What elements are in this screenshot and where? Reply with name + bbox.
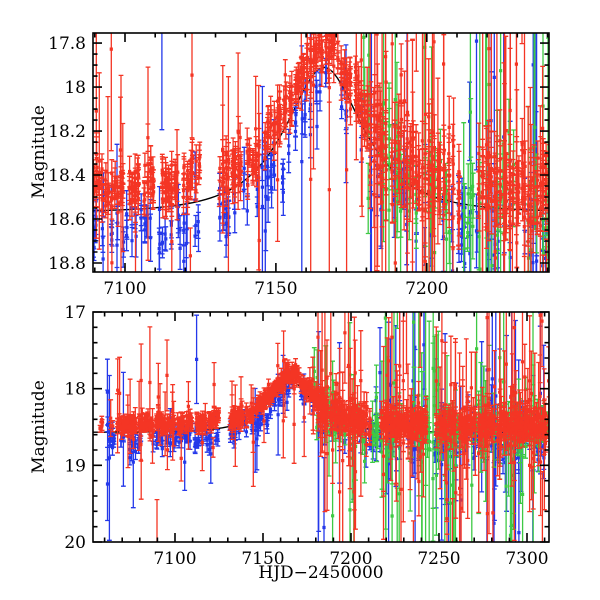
y-tick-label: 18.6 [48,210,86,230]
panel-bottom-axes: 7100 7150 7200 7250 7300 17 18 19 20 [64,303,550,569]
bottom-panel-y-axis-title: Magnitude [29,380,49,474]
panel-top-data [93,33,549,272]
red-series-points [93,33,549,272]
x-tick-label: 7200 [329,549,372,569]
y-tick-label: 18.8 [48,254,86,274]
x-tick-label: 7150 [241,549,284,569]
blue-series-error-bars [93,33,549,272]
x-tick-label: 7100 [103,279,146,299]
x-tick-label: 7200 [405,279,448,299]
y-tick-label: 19 [64,456,86,476]
panel-top: 7100 7150 7200 17.8 18 18.2 18.4 18.6 18.8 [48,32,550,299]
x-tick-label: 7150 [254,279,297,299]
panel-bottom-data [93,312,549,542]
x-tick-label: 7100 [153,549,196,569]
panel-top-axes: 7100 7150 7200 17.8 18 18.2 18.4 18.6 18.8 [48,32,550,299]
y-tick-label: 18 [64,380,86,400]
y-tick-label: 18.2 [48,122,86,142]
y-tick-label: 18 [64,78,86,98]
x-tick-label: 7250 [417,549,460,569]
y-tick-label: 18.4 [48,166,86,186]
x-tick-label: 7300 [505,549,548,569]
red-series-points [98,313,549,521]
panel-bottom: 7100 7150 7200 7250 7300 17 18 19 20 [64,303,550,569]
y-tick-label: 20 [64,533,86,553]
y-tick-label: 17.8 [48,34,86,54]
top-panel-y-axis-title: Magnitude [29,105,49,199]
x-axis-title: HJD−2450000 [258,563,383,583]
y-tick-label: 17 [64,303,86,323]
